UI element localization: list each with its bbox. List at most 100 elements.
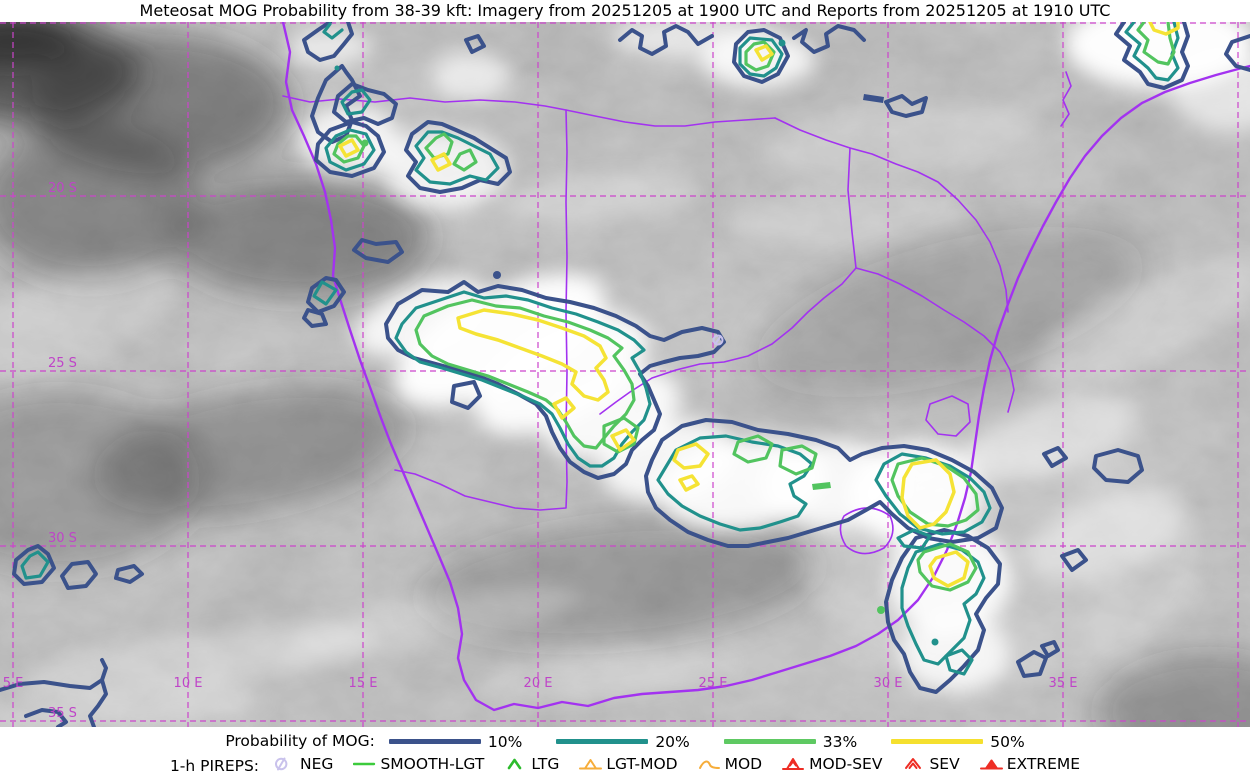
zimbabwe-west-border [847,147,857,269]
contour-20%-path [414,130,500,186]
mog-legend-item-10%: 10% [388,732,523,751]
angola-namibia-border [282,95,776,127]
contour-10%-path [618,24,714,56]
tri-open-icon [579,759,603,770]
lat-label-30S: 30 S [48,531,77,546]
contour-10%-path [1114,22,1190,90]
lon-label-10E: 10 E [174,676,203,691]
contour-10%-path [306,276,346,314]
page-title: Meteosat MOG Probability from 38-39 kft:… [139,1,1111,20]
contour-33%-path [424,132,454,160]
tri-filled-icon [979,759,1003,770]
neg-icon [275,757,288,771]
tri-caret-icon [782,758,805,770]
contour-10%-path [450,380,482,410]
contour-33%-path [890,456,980,528]
contour-marks [334,39,939,646]
mog-level-line [891,739,984,745]
contour-33%-path [1136,22,1176,66]
contour-50%-path [430,152,452,172]
lon-label-35E: 35 E [1049,676,1078,691]
contour-10%-path [314,120,386,178]
caret2-icon [905,758,922,769]
mozambique-border-fragment [1060,71,1072,127]
contour-50%-path [900,458,956,530]
mog-level-label: 10% [487,732,523,751]
pirep-level-label: LGT-MOD [606,755,678,773]
mog-legend-item-50%: 50% [891,732,1025,751]
contour-20%-path [944,648,974,676]
contour-33%-path [732,434,774,464]
caret-icon [508,758,522,770]
contour-10%-path [12,544,56,586]
contour-20%-path [324,128,376,172]
contour-50%-path [610,428,636,452]
contour-20%-path [20,550,50,580]
pirep-level-label: NEG [300,755,334,773]
contour-20%-path [312,280,338,306]
pirep-level-label: MOD-SEV [809,755,883,773]
contour-20%-path [656,434,814,532]
mog-level-label: 50% [990,732,1025,751]
pirep-legend-item-SMOOTH-LGT: SMOOTH-LGT [353,755,484,773]
satellite-map: 5 E 10 E 15 E 20 E 25 E 30 E 35 E 20 S 25 S 30 S 3… [0,22,1250,727]
contour-mark [931,638,939,646]
mog-legend-row: Probability of MOG: 10% 20% 33% 50% [0,728,1250,753]
contour-10%-path [332,82,398,126]
mog-legend-items: 10% 20% 33% 50% [388,730,1025,751]
contour-mark [361,139,369,147]
contour-10%-path [644,418,1004,548]
contour-mark [493,271,501,279]
contour-10%-path [1040,640,1060,658]
lat-label-20S: 20 S [48,181,77,196]
contour-20%-path [394,290,652,468]
mog-level-label: 20% [655,732,690,751]
pirep-legend-item-SEV: SEV [902,755,960,773]
mog-level-line [723,739,816,745]
contour-10%-path [1092,448,1144,484]
contour-20%-path [896,528,932,550]
contour-33%-path [778,444,818,476]
contour-10%-path [464,34,486,54]
contour-10%-path [884,94,928,118]
pirep-legend-item-NEG: NEG [273,755,333,773]
contour-50%-path [456,308,610,402]
pirep-legend-row: 1-h PIREPS: NEG SMOOTH-LGT LTG LGT-MOD MOD MO… [0,753,1250,778]
map-overlay: 5 E 10 E 15 E 20 E 25 E 30 E 35 E 20 S 25 S 30 S 3… [0,22,1250,727]
contour-10%-path [1042,446,1068,468]
mog-legend-title: Probability of MOG: [225,731,375,750]
lon-label-30E: 30 E [874,676,903,691]
mog-level-line [388,739,481,745]
contour-10%-path [1016,650,1048,678]
dark-cloud-patches [0,22,1250,727]
contour-50%-path [672,442,710,470]
contour-33%-path [916,542,978,592]
pirep-level-label: SMOOTH-LGT [380,755,485,773]
contour-10%-path [1224,34,1250,72]
lat-label-25S: 25 S [48,356,77,371]
pirep-level-label: LTG [531,755,560,773]
contour-20%-path [738,36,784,78]
contour-10%-path [24,708,68,727]
eswatini-border [925,395,971,437]
contour-33%-path [744,40,776,72]
pirep-legend-title: 1-h PIREPS: [169,756,260,775]
contour-10%-path [302,22,354,62]
pirep-legend-item-MOD-SEV: MOD-SEV [782,755,882,773]
pirep-level-label: SEV [929,755,960,773]
mog-level-line [556,739,649,745]
lat-label-35S: 35 S [48,706,77,721]
pirep-legend-item-LTG: LTG [504,755,559,773]
lon-label-25E: 25 E [699,676,728,691]
contour-20%-path [340,88,372,116]
contour-50%-path [1148,22,1180,36]
contour-10%-path [302,308,328,328]
zimbabwe-north-border [774,117,1009,313]
mog-legend-item-33%: 33% [723,733,857,751]
contour-10%-path [792,24,866,54]
contour-20%-path [874,452,992,536]
contour-mark [812,482,831,490]
contour-mark [778,39,786,47]
sa-botswana-border [599,267,1015,415]
lon-label-5E: 5 E [3,676,24,691]
